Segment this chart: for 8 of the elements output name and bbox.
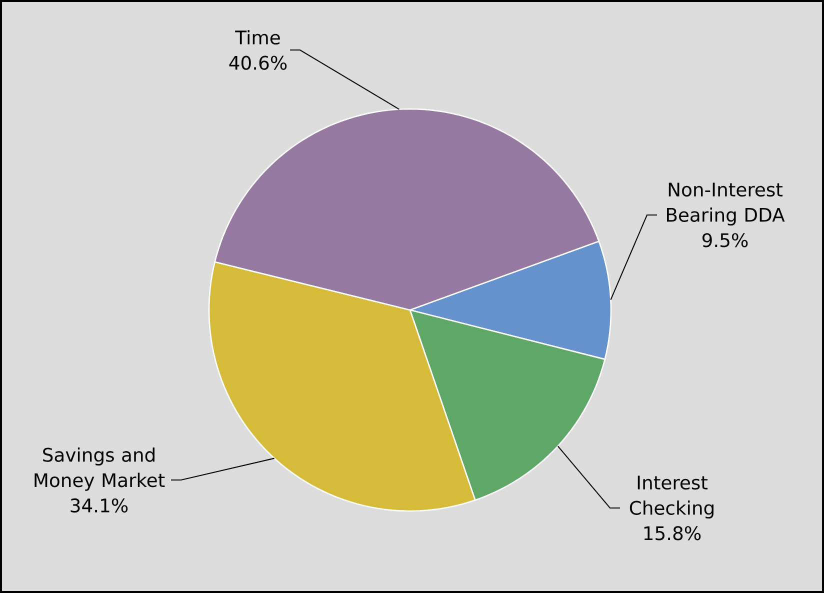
slice-label: Savings and Money Market xyxy=(34,447,165,491)
data-label: 40.6% xyxy=(229,56,287,70)
slice-label: Interest Checking xyxy=(630,476,714,519)
slice-label: Time xyxy=(235,30,280,45)
slice-label: Non-Interest Bearing DDA xyxy=(667,182,785,226)
data-label: 9.5% xyxy=(702,233,748,248)
data-label: 34.1% xyxy=(70,498,128,513)
data-label: 15.8% xyxy=(644,526,701,540)
